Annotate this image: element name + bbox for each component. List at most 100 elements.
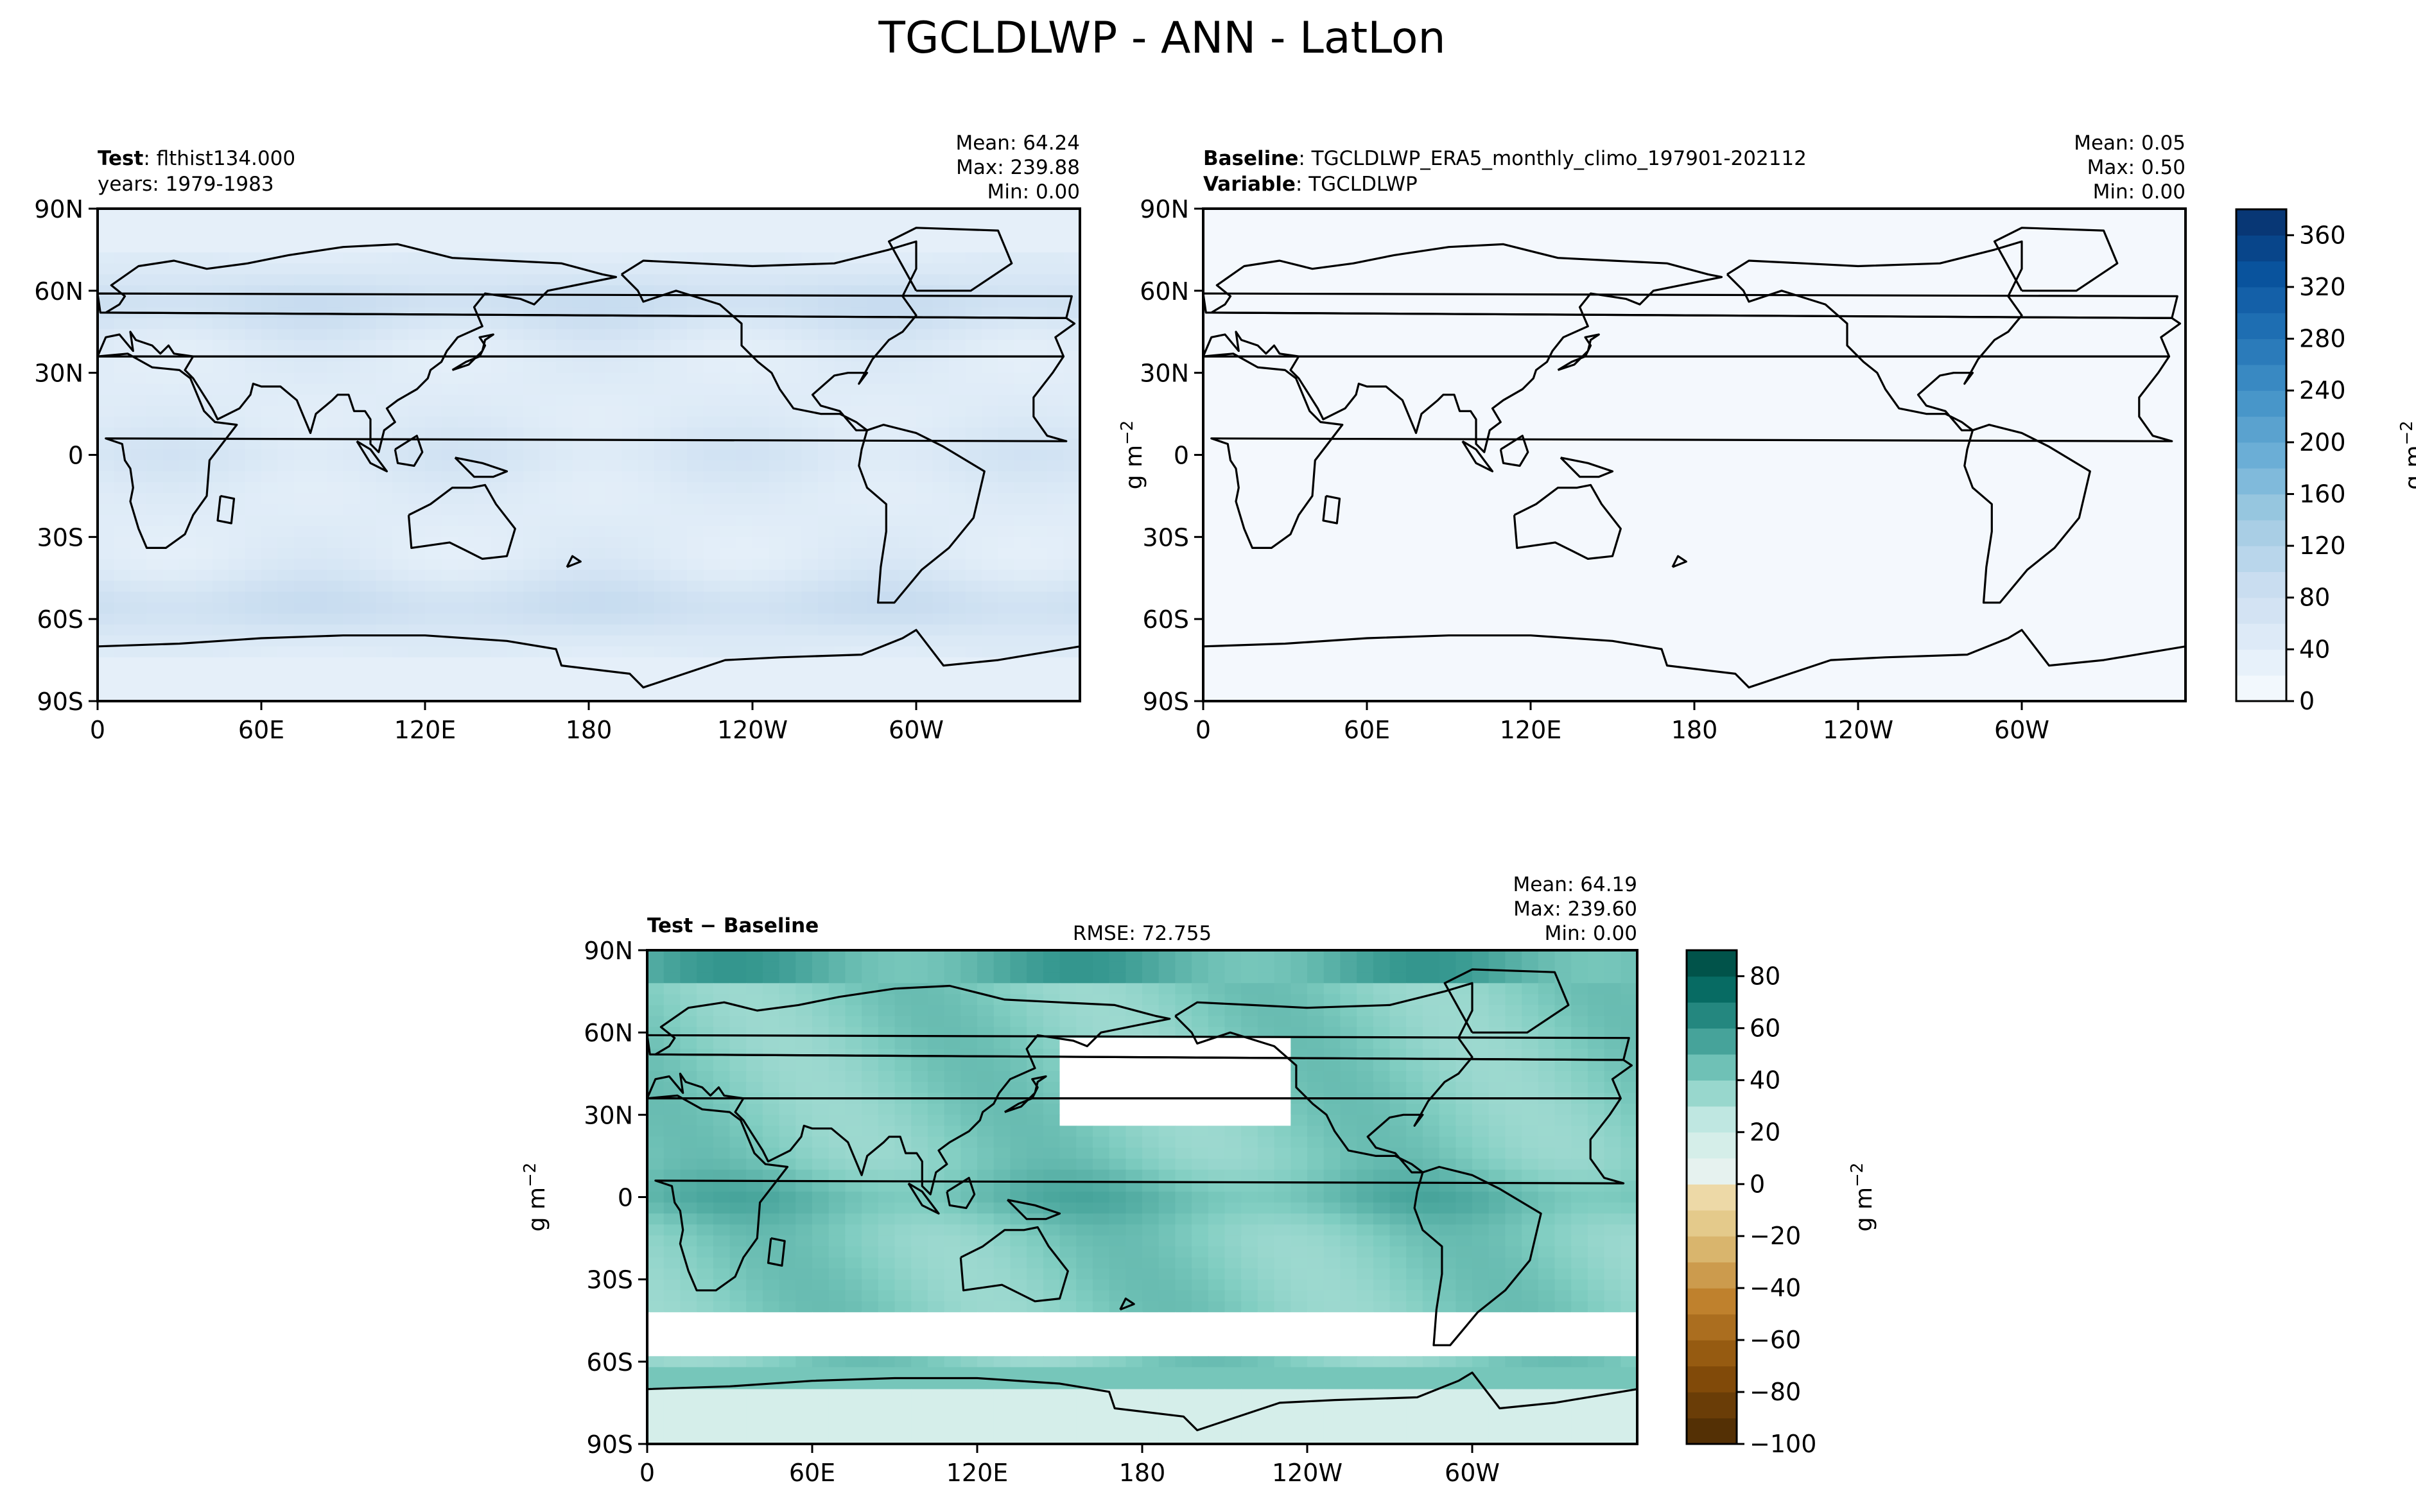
field-cell <box>1047 657 1065 669</box>
field-cell <box>1891 504 1908 516</box>
field-cell <box>916 329 934 341</box>
field-cell <box>638 580 655 593</box>
field-cell <box>179 329 196 341</box>
field-cell <box>1612 263 1629 275</box>
field-cell <box>491 449 508 461</box>
field-cell <box>245 580 262 593</box>
field-cell <box>474 602 491 614</box>
field-cell <box>245 657 262 669</box>
field-cell <box>1350 515 1368 526</box>
field-cell <box>1678 504 1695 516</box>
field-cell <box>654 613 672 625</box>
field-cell <box>1030 394 1048 406</box>
field-cell <box>1989 504 2006 516</box>
field-cell <box>392 591 410 604</box>
field-cell <box>1416 537 1433 549</box>
field-cell <box>212 657 229 669</box>
field-cell <box>556 361 573 374</box>
field-cell <box>834 241 851 253</box>
field-cell <box>327 537 344 549</box>
field-cell <box>294 449 311 461</box>
field-cell <box>752 624 770 636</box>
field-cell <box>867 241 884 253</box>
field-cell <box>851 405 868 417</box>
field-cell <box>1063 241 1080 253</box>
field-cell <box>1252 329 1269 341</box>
field-cell <box>539 493 557 505</box>
field-cell <box>1448 329 1466 341</box>
field-cell <box>998 220 1015 231</box>
field-cell <box>343 471 360 483</box>
field-cell <box>785 252 803 264</box>
field-cell <box>392 504 410 516</box>
field-cell <box>294 296 311 308</box>
field-cell <box>196 624 213 636</box>
field-cell <box>360 526 377 538</box>
field-cell <box>1662 241 1679 253</box>
field-cell <box>736 285 753 297</box>
field-cell <box>1481 515 1499 526</box>
field-cell <box>1030 591 1048 604</box>
field-cell <box>1579 580 1597 593</box>
field-cell <box>1531 460 1548 472</box>
field-cell <box>523 482 541 494</box>
field-cell <box>556 449 573 461</box>
field-cell <box>654 657 672 669</box>
field-cell <box>1678 383 1695 395</box>
field-cell <box>998 471 1015 483</box>
field-cell <box>736 372 753 385</box>
field-cell <box>703 252 720 264</box>
field-cell <box>1596 252 1613 264</box>
field-cell <box>1858 580 1875 593</box>
field-cell <box>1645 548 1662 560</box>
field-cell <box>1563 602 1581 614</box>
field-cell <box>965 668 982 680</box>
field-cell <box>1350 361 1368 374</box>
field-cell <box>1203 537 1221 549</box>
field-cell <box>1301 296 1319 308</box>
field-cell <box>949 394 966 406</box>
field-cell <box>720 220 737 231</box>
field-cell <box>1531 493 1548 505</box>
field-cell <box>982 537 999 549</box>
field-cell <box>229 624 246 636</box>
field-cell <box>1989 285 2006 297</box>
field-cell <box>572 646 589 658</box>
field-cell <box>1269 471 1286 483</box>
field-cell <box>605 591 622 604</box>
field-cell <box>1383 372 1400 385</box>
field-cell <box>899 668 917 680</box>
field-cell <box>441 372 458 385</box>
field-cell <box>1858 471 1875 483</box>
field-cell <box>720 427 737 439</box>
field-cell <box>1014 318 1032 330</box>
field-cell <box>491 241 508 253</box>
field-cell <box>1301 471 1319 483</box>
field-cell <box>1743 427 1760 439</box>
field-cell <box>1678 296 1695 308</box>
field-cell <box>1219 329 1237 341</box>
field-cell <box>1285 580 1302 593</box>
field-cell <box>163 613 180 625</box>
field-cell <box>736 471 753 483</box>
field-cell <box>98 318 115 330</box>
field-cell <box>507 372 524 385</box>
field-cell <box>1063 230 1080 242</box>
field-cell <box>1416 263 1433 275</box>
field-cell <box>294 646 311 658</box>
field-cell <box>2071 449 2088 461</box>
field-cell <box>2005 329 2022 341</box>
field-cell <box>507 427 524 439</box>
field-cell <box>1710 394 1728 406</box>
field-cell <box>572 307 589 319</box>
field-cell <box>1989 318 2006 330</box>
field-cell <box>1383 504 1400 516</box>
field-cell <box>1367 372 1384 385</box>
field-cell <box>654 241 672 253</box>
field-cell <box>212 537 229 549</box>
field-cell <box>146 613 164 625</box>
field-cell <box>2022 361 2039 374</box>
field-cell <box>114 635 131 647</box>
field-cell <box>1301 537 1319 549</box>
field-cell <box>1014 296 1032 308</box>
